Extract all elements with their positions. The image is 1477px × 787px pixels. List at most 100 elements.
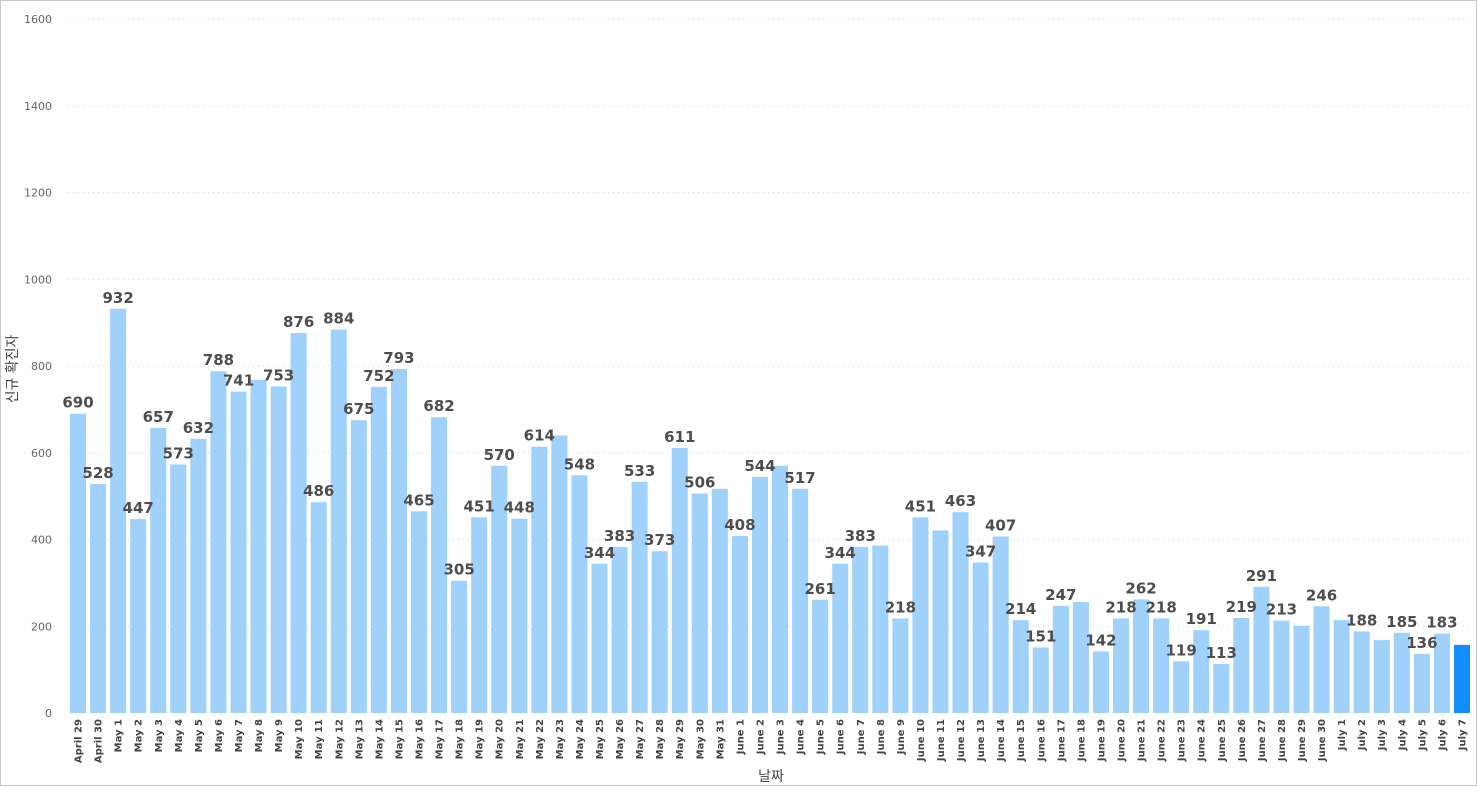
bar-may-28[interactable] — [651, 551, 668, 713]
bar-june-25[interactable] — [1213, 663, 1230, 713]
bar-june-18[interactable] — [1072, 601, 1089, 713]
data-label: 246 — [1306, 586, 1337, 604]
data-label: 548 — [564, 455, 595, 473]
bar-may-4[interactable] — [170, 464, 187, 713]
bar-may-27[interactable] — [631, 481, 648, 713]
bar-july-1[interactable] — [1333, 620, 1350, 713]
bar-july-6[interactable] — [1433, 633, 1450, 713]
bar-may-5[interactable] — [190, 438, 207, 713]
bar-may-30[interactable] — [691, 493, 708, 713]
bar-july-2[interactable] — [1353, 631, 1370, 713]
x-tick-label: May 25 — [595, 719, 606, 759]
bar-july-5[interactable] — [1413, 654, 1430, 713]
bar-may-8[interactable] — [250, 379, 267, 713]
x-tick-label: June 5 — [816, 719, 827, 755]
bar-april-30[interactable] — [90, 483, 107, 713]
bar-may-10[interactable] — [290, 333, 307, 713]
bar-june-11[interactable] — [932, 530, 949, 713]
bar-may-15[interactable] — [390, 369, 407, 713]
bar-june-16[interactable] — [1032, 647, 1049, 714]
bar-may-29[interactable] — [671, 447, 688, 713]
x-tick-label: May 21 — [515, 719, 526, 759]
bar-july-4[interactable] — [1393, 632, 1410, 713]
bar-june-9[interactable] — [892, 618, 909, 713]
bar-june-1[interactable] — [731, 536, 748, 713]
bar-june-15[interactable] — [1012, 620, 1029, 713]
bar-may-22[interactable] — [531, 446, 548, 713]
bar-june-24[interactable] — [1193, 630, 1210, 713]
x-tick-label: June 10 — [916, 719, 927, 762]
data-label: 506 — [684, 474, 715, 492]
bar-june-23[interactable] — [1173, 661, 1190, 713]
bar-june-21[interactable] — [1133, 599, 1150, 713]
bar-may-20[interactable] — [491, 465, 508, 713]
x-tick-label: May 13 — [354, 719, 365, 759]
y-axis-ticks: 0 200 400 600 800 1000 1200 1400 1600 — [24, 13, 52, 720]
bar-june-12[interactable] — [952, 512, 969, 713]
data-label: 463 — [945, 492, 976, 510]
bar-june-29[interactable] — [1293, 625, 1310, 713]
bar-june-26[interactable] — [1233, 618, 1250, 713]
bar-june-14[interactable] — [992, 536, 1009, 713]
data-label: 136 — [1406, 634, 1437, 652]
data-label: 347 — [965, 542, 996, 560]
data-label: 218 — [1105, 598, 1136, 616]
bar-may-16[interactable] — [410, 511, 428, 713]
x-tick-label: July 1 — [1337, 719, 1348, 751]
x-tick-label: May 9 — [274, 719, 285, 752]
bar-may-18[interactable] — [451, 580, 468, 713]
bar-june-22[interactable] — [1153, 618, 1170, 713]
bar-june-27[interactable] — [1253, 586, 1270, 713]
bar-may-13[interactable] — [350, 420, 367, 713]
bar-may-31[interactable] — [711, 488, 728, 713]
bar-may-24[interactable] — [571, 475, 588, 713]
bar-june-5[interactable] — [812, 599, 829, 713]
bar-june-4[interactable] — [792, 488, 809, 713]
bar-may-19[interactable] — [471, 517, 488, 713]
bar-may-9[interactable] — [270, 386, 287, 713]
x-tick-label: May 8 — [254, 719, 265, 752]
bar-june-19[interactable] — [1092, 651, 1109, 713]
bar-june-13[interactable] — [972, 562, 989, 713]
x-tick-label: June 30 — [1317, 719, 1328, 762]
bar-june-28[interactable] — [1273, 620, 1290, 713]
bar-june-30[interactable] — [1313, 606, 1330, 713]
bar-may-11[interactable] — [310, 502, 327, 713]
bar-may-25[interactable] — [591, 563, 608, 713]
bar-april-29[interactable] — [70, 413, 87, 713]
bar-may-7[interactable] — [230, 391, 247, 713]
data-label: 188 — [1346, 611, 1377, 629]
bar-june-8[interactable] — [872, 545, 889, 713]
bar-june-20[interactable] — [1112, 618, 1130, 713]
x-tick-label: June 26 — [1237, 719, 1248, 762]
bar-may-14[interactable] — [370, 386, 387, 713]
bar-may-26[interactable] — [611, 546, 628, 713]
bar-may-2[interactable] — [130, 519, 147, 713]
bar-july-7[interactable] — [1453, 644, 1470, 713]
bar-may-17[interactable] — [431, 417, 448, 713]
x-tick-label: July 4 — [1397, 719, 1408, 751]
bar-june-2[interactable] — [751, 477, 768, 713]
bar-june-6[interactable] — [832, 563, 849, 713]
bar-june-7[interactable] — [852, 546, 869, 713]
bar-may-1[interactable] — [110, 308, 127, 713]
x-tick-label: May 3 — [154, 719, 165, 752]
bars — [70, 308, 1470, 714]
x-tick-label: May 20 — [495, 719, 506, 759]
x-tick-label: June 20 — [1117, 719, 1128, 762]
bar-may-6[interactable] — [210, 371, 227, 713]
bar-june-10[interactable] — [912, 517, 929, 713]
bar-may-12[interactable] — [330, 329, 347, 713]
bar-june-17[interactable] — [1052, 605, 1069, 713]
x-tick-label: June 12 — [956, 719, 967, 762]
data-label: 753 — [263, 366, 294, 384]
bar-may-21[interactable] — [511, 518, 528, 713]
bar-may-3[interactable] — [150, 428, 167, 713]
y-tick-label: 200 — [31, 620, 52, 633]
data-label: 448 — [504, 499, 535, 517]
bar-july-3[interactable] — [1373, 640, 1390, 713]
bar-may-23[interactable] — [551, 435, 568, 713]
data-label: 383 — [845, 527, 876, 545]
x-axis-ticks: April 29 April 30 May 1 May 2 May 3 May 4 May … — [74, 719, 1469, 763]
bar-june-3[interactable] — [772, 465, 789, 713]
